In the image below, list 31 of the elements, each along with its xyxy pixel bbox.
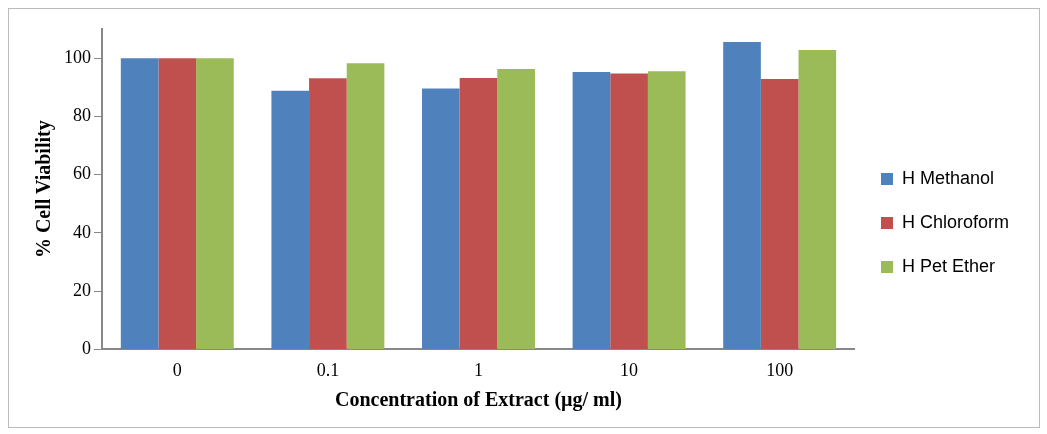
x-axis-title: Concentration of Extract (µg/ ml) — [334, 388, 622, 412]
bar — [497, 68, 535, 349]
x-tick-label: 0.1 — [316, 359, 340, 380]
bar — [459, 77, 498, 349]
bar — [760, 79, 799, 349]
y-tick-label: 0 — [82, 338, 91, 359]
bar — [271, 90, 310, 349]
x-tick-label: 10 — [620, 359, 639, 380]
bar — [120, 58, 159, 349]
y-tick-label: 60 — [73, 163, 91, 184]
bar — [647, 71, 686, 349]
y-tick-label: 40 — [73, 221, 91, 242]
bar — [309, 78, 347, 349]
y-tick-label: 100 — [64, 46, 91, 67]
x-tick-label: 1 — [473, 359, 483, 380]
bar — [422, 88, 460, 349]
legend-label: H Chloroform — [901, 211, 1010, 232]
bar — [723, 42, 761, 349]
legend-label: H Methanol — [901, 167, 995, 188]
x-tick-label: 100 — [766, 359, 794, 380]
bar — [798, 49, 837, 349]
y-axis-title: % Cell Viability — [32, 120, 56, 259]
y-tick-label: 20 — [73, 279, 91, 300]
x-tick-label: 0 — [172, 359, 182, 380]
bar — [572, 72, 611, 349]
y-tick-label: 80 — [73, 105, 91, 126]
bar — [610, 73, 648, 349]
bar — [346, 63, 385, 349]
bar — [196, 58, 234, 349]
legend-label: H Pet Ether — [901, 255, 996, 276]
bar — [158, 58, 197, 349]
